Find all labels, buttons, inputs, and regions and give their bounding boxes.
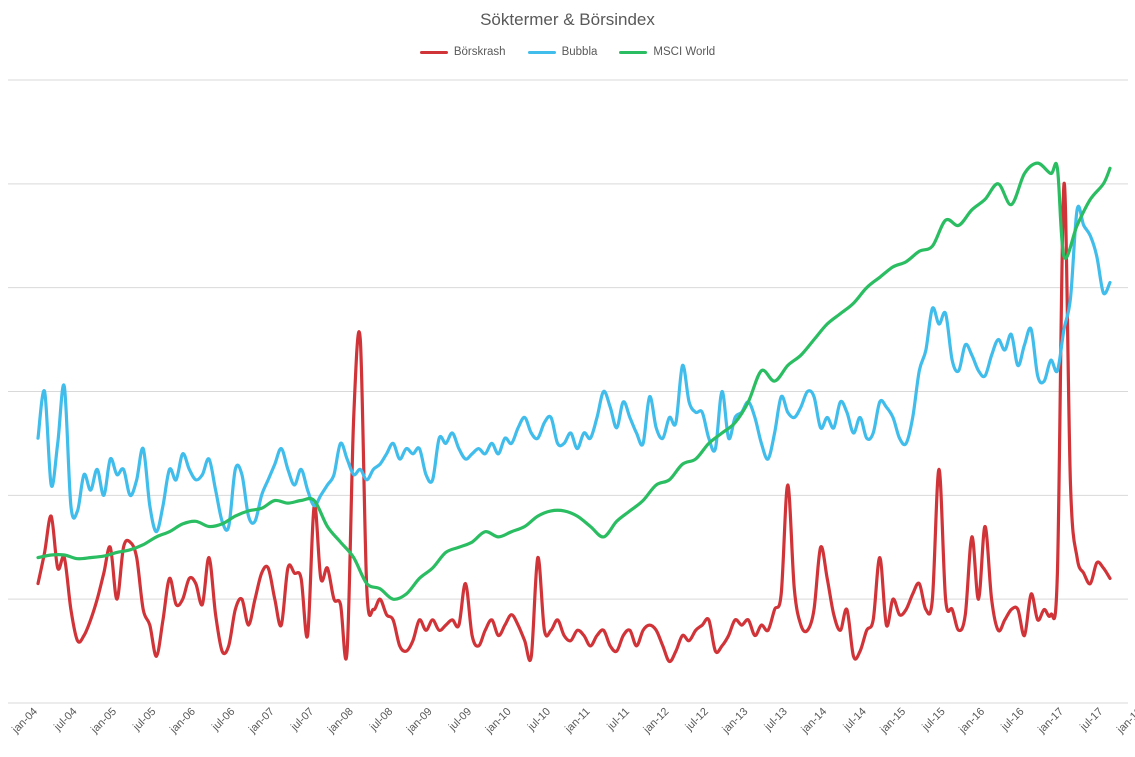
x-tick-label: jul-16 (998, 706, 1026, 734)
x-tick-label: jul-04 (51, 706, 79, 734)
legend-item-bubbla: Bubbla (527, 46, 598, 58)
series-line-msci-world (36, 161, 1112, 601)
legend-label-bubbla: Bubbla (561, 46, 598, 58)
legend-swatch-bubbla (527, 50, 556, 54)
series-line-borskrash (36, 182, 1112, 664)
legend-label-borskrash: Börskrash (453, 46, 506, 58)
series-line-bubbla (36, 204, 1112, 534)
x-tick-label: jul-17 (1077, 706, 1105, 734)
x-tick-label: jul-08 (367, 706, 395, 734)
legend: Börskrash Bubbla MSCI World (0, 46, 1135, 58)
x-tick-label: jan-17 (1035, 706, 1066, 737)
x-tick-label: jan-11 (562, 706, 592, 736)
x-tick-label: jul-14 (841, 706, 869, 734)
x-tick-label: jan-12 (641, 706, 672, 737)
chart-title: Söktermer & Börsindex (480, 10, 655, 29)
x-tick-label: jan-08 (325, 706, 356, 737)
legend-item-msci-world: MSCI World (619, 46, 715, 58)
x-tick-label: jul-09 (446, 706, 474, 734)
x-tick-label: jul-10 (525, 706, 553, 734)
legend-swatch-borskrash (419, 50, 448, 54)
x-tick-label: jan-14 (799, 706, 830, 737)
x-tick-label: jan-07 (246, 706, 277, 737)
x-tick-label: jul-05 (130, 706, 158, 734)
legend-swatch-msci-world (619, 50, 648, 54)
x-tick-label: jan-18 (1114, 706, 1135, 737)
x-tick-label: jan-06 (167, 706, 198, 737)
x-tick-label: jul-06 (209, 706, 237, 734)
x-tick-label: jan-13 (720, 706, 751, 737)
x-tick-label: jul-11 (604, 706, 632, 734)
x-tick-label: jan-04 (9, 706, 40, 737)
x-tick-label: jul-12 (683, 706, 711, 734)
x-tick-label: jul-07 (288, 706, 316, 734)
x-tick-label: jul-15 (919, 706, 947, 734)
x-tick-label: jan-16 (956, 706, 987, 737)
x-tick-label: jul-13 (762, 706, 790, 734)
x-tick-label: jan-05 (88, 706, 119, 737)
legend-item-borskrash: Börskrash (419, 46, 506, 58)
x-tick-label: jan-15 (877, 706, 908, 737)
x-tick-label: jan-09 (404, 706, 435, 737)
x-tick-label: jan-10 (483, 706, 514, 737)
legend-label-msci-world: MSCI World (653, 46, 716, 58)
